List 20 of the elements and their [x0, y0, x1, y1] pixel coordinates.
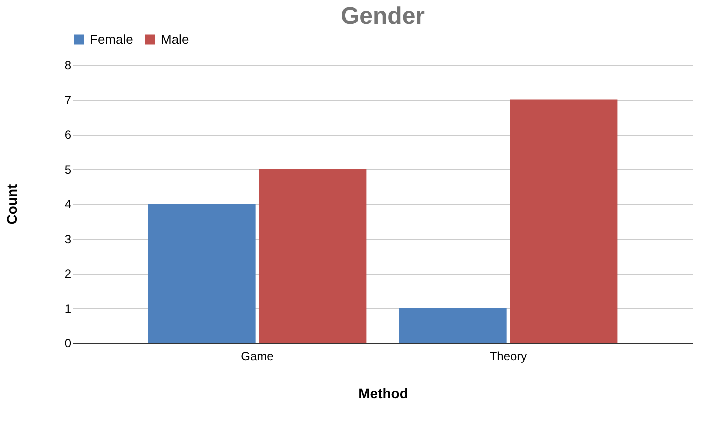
bar: [259, 169, 367, 343]
x-axis-title: Method: [358, 386, 408, 402]
x-tick-label: Theory: [490, 350, 528, 364]
y-tick-label: 8: [64, 58, 72, 72]
x-tick-label: Game: [241, 350, 274, 364]
y-tick-label: 7: [64, 93, 72, 108]
y-tick-label: 2: [64, 267, 72, 281]
y-tick-label: 5: [64, 162, 72, 177]
chart-title: Gender: [340, 3, 426, 30]
y-tick-label: 1: [64, 302, 72, 316]
y-tick-label: 0: [64, 336, 72, 350]
legend-label: Male: [161, 32, 190, 47]
bar: [399, 308, 507, 343]
y-tick-label: 4: [64, 198, 72, 212]
y-axis-title: Count: [4, 184, 20, 225]
y-tick-label: 3: [64, 232, 72, 246]
bar: [510, 100, 618, 343]
bar: [148, 204, 256, 343]
y-tick-label: 6: [64, 128, 72, 142]
legend-label: Female: [90, 32, 134, 47]
